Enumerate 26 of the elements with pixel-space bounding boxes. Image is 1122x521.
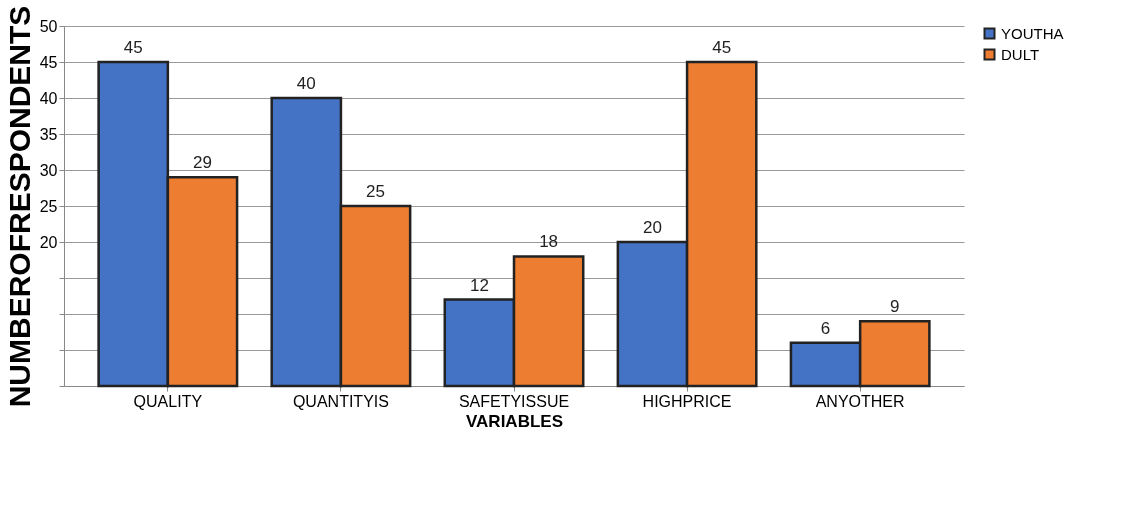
data-label: 29 — [193, 153, 212, 173]
legend-label: DULT — [1001, 45, 1040, 63]
data-label: 20 — [643, 218, 662, 237]
y-tick-label: 30 — [39, 161, 58, 179]
data-label: 6 — [820, 318, 831, 338]
data-label: 9 — [890, 297, 900, 317]
x-tick-label: HIGHPRICE — [642, 392, 732, 410]
y-tick-label: 50 — [39, 17, 58, 35]
legend-label: YOUTHA — [1001, 24, 1064, 42]
data-label: 45 — [123, 38, 143, 57]
x-tick-label: SAFETYISSUE — [458, 392, 570, 410]
y-tick-label: 45 — [39, 53, 58, 71]
x-tick-label: ANYOTHER — [815, 392, 905, 410]
y-tick-label: 20 — [39, 233, 58, 251]
data-label: 18 — [539, 232, 559, 252]
y-axis-title: NUMBEROFRESPONDENTS — [2, 5, 36, 408]
data-label: 40 — [296, 74, 316, 93]
y-tick-label: 25 — [39, 197, 58, 215]
data-label: 45 — [712, 38, 732, 57]
y-tick-label: 40 — [39, 89, 58, 107]
y-tick-label: 35 — [39, 125, 58, 143]
data-label: 25 — [366, 182, 385, 201]
x-tick-label: QUALITY — [133, 392, 203, 410]
x-axis-title: VARIABLES — [466, 411, 563, 431]
data-label: 12 — [469, 275, 489, 295]
x-tick-label: QUANTITYIS — [292, 392, 389, 410]
